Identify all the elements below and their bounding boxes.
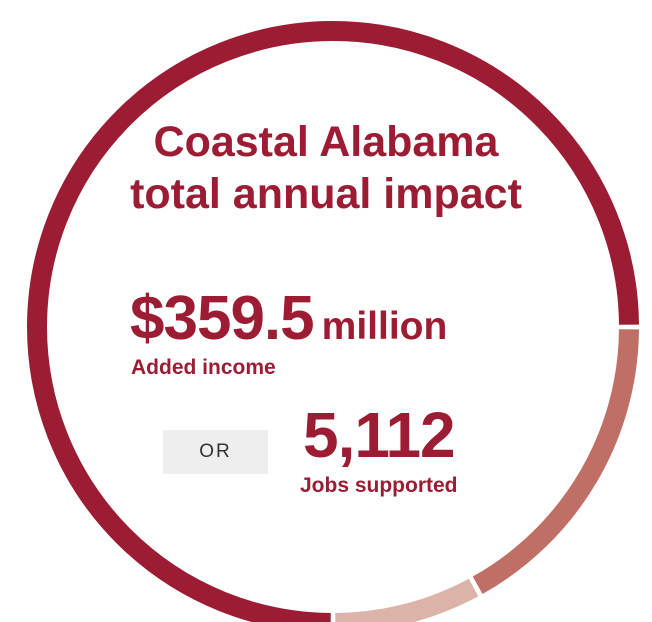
donut-slice-2 — [472, 329, 639, 594]
jobs-supported-value: 5,112 — [303, 399, 456, 471]
added-income-unit: million — [321, 305, 448, 348]
chart-title: Coastal Alabama total annual impact — [130, 118, 522, 218]
donut-slice-3 — [335, 578, 479, 622]
jobs-supported-label: Jobs supported — [300, 474, 458, 497]
added-income-label: Added income — [131, 356, 276, 379]
or-badge: OR — [163, 430, 268, 474]
added-income-amount: $359.5 — [130, 284, 315, 353]
donut-slice-1 — [27, 21, 639, 622]
added-income-value: $359.5 million — [130, 283, 447, 354]
